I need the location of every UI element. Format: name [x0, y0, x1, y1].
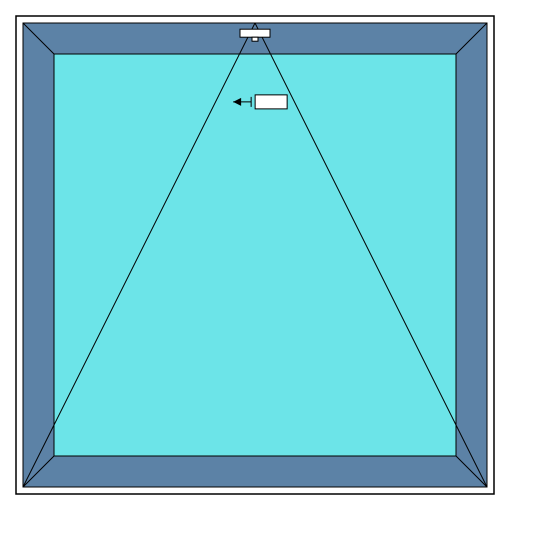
- callout-box: [255, 95, 287, 109]
- window-handle-base: [252, 37, 258, 41]
- window-glass: [54, 54, 456, 456]
- window-handle: [240, 29, 270, 37]
